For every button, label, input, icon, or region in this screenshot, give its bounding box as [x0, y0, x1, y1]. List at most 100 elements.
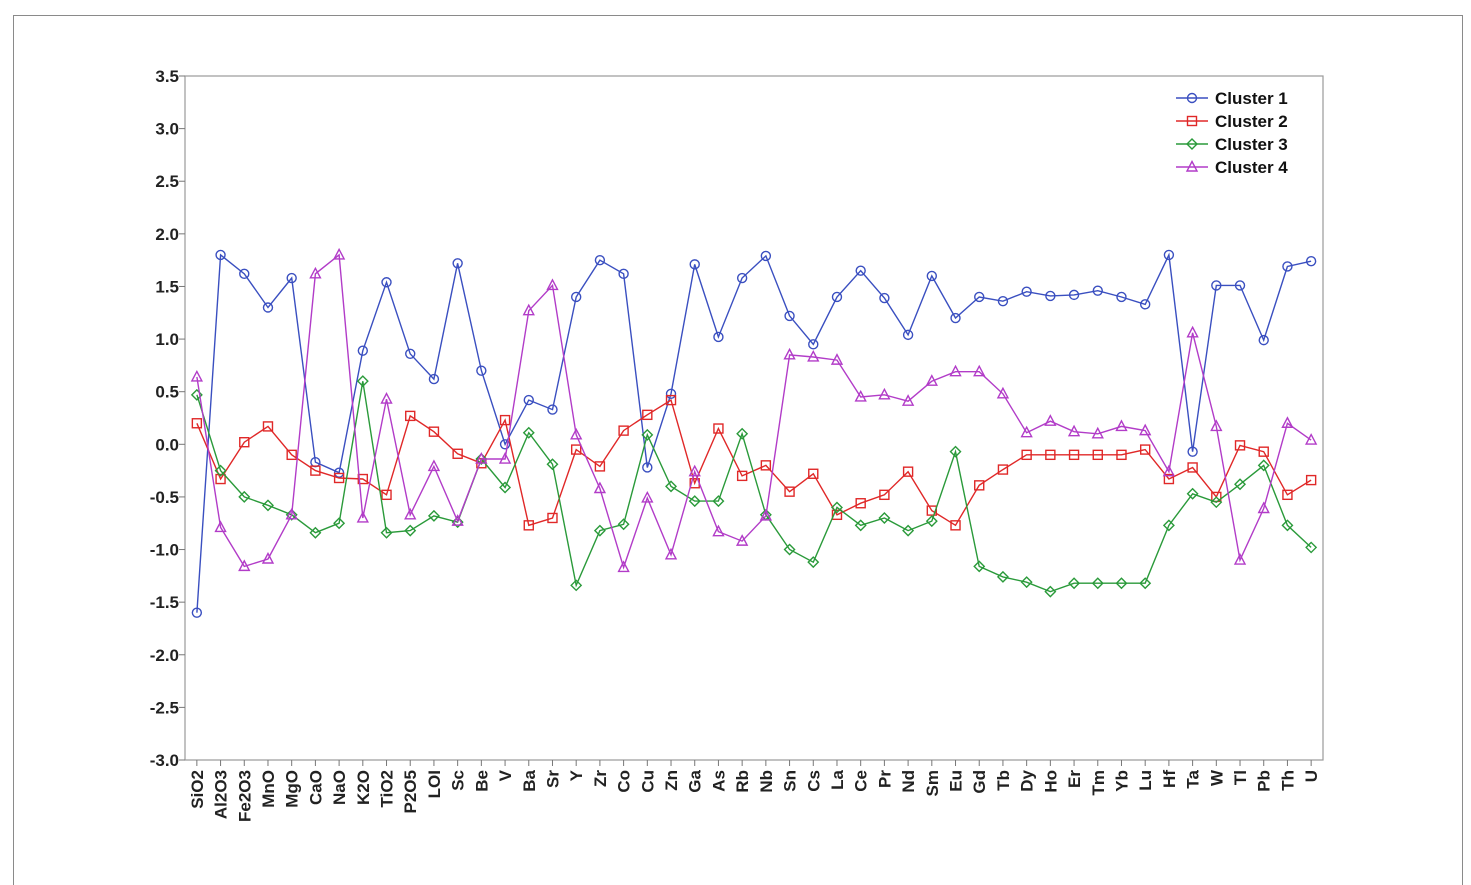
data-point — [736, 272, 748, 284]
data-point — [949, 364, 962, 377]
data-point — [1282, 261, 1293, 272]
legend-item: Cluster 4 — [1176, 158, 1288, 177]
data-point — [214, 464, 227, 477]
data-point — [807, 556, 820, 569]
data-point — [1163, 473, 1175, 485]
x-axis: SiO2 Al2O3 Fe2O3 MnO MgO CaO NaO K2O TiO2 P2O5 LOI… — [188, 760, 1321, 822]
x-tick-label: Tl — [1231, 770, 1250, 785]
data-point — [1067, 424, 1081, 437]
data-point — [405, 410, 416, 422]
data-point — [238, 559, 251, 572]
data-point — [239, 437, 250, 448]
y-tick-label: 2.0 — [155, 225, 179, 244]
x-tick-label: U — [1302, 770, 1321, 782]
data-point — [309, 266, 322, 279]
data-point — [902, 524, 915, 537]
data-point — [642, 409, 653, 421]
data-point — [380, 526, 393, 539]
data-point — [1257, 459, 1270, 472]
x-tick-label: Er — [1065, 770, 1084, 788]
data-point — [642, 462, 653, 473]
data-point — [1233, 553, 1247, 565]
data-point — [593, 481, 607, 494]
data-point — [689, 259, 700, 270]
data-point — [1305, 256, 1317, 267]
data-point — [356, 510, 369, 523]
data-point — [333, 472, 345, 484]
data-point — [1020, 576, 1033, 589]
data-point — [427, 509, 440, 522]
x-tick-label: Ta — [1184, 769, 1203, 788]
data-point — [570, 427, 583, 440]
legend-marker — [1186, 92, 1198, 104]
data-point — [1139, 299, 1151, 310]
legend-label: Cluster 3 — [1215, 135, 1288, 154]
x-tick-label: Nb — [757, 770, 776, 793]
data-point — [404, 507, 417, 520]
data-point — [925, 374, 938, 386]
series-layer — [190, 247, 1318, 618]
data-point — [1116, 449, 1127, 461]
y-tick-label: -2.5 — [150, 698, 179, 717]
data-point — [1044, 414, 1057, 426]
y-tick-label: -1.5 — [150, 593, 179, 612]
data-point — [688, 495, 701, 508]
data-point — [996, 386, 1010, 399]
data-point — [997, 295, 1009, 307]
y-tick-label: -1.0 — [150, 541, 179, 560]
data-point — [594, 254, 606, 266]
data-point — [262, 421, 274, 432]
data-point — [1115, 419, 1128, 432]
data-point — [286, 449, 297, 461]
data-point — [452, 258, 463, 269]
x-tick-label: V — [496, 769, 515, 781]
x-tick-label: MgO — [283, 770, 302, 808]
x-tick-label: Rb — [733, 770, 752, 793]
data-point — [760, 460, 772, 471]
data-point — [215, 473, 226, 485]
data-point — [996, 570, 1009, 583]
x-tick-label: Cu — [638, 770, 657, 793]
data-point — [1021, 286, 1032, 297]
data-point — [1115, 577, 1128, 590]
x-tick-label: Cs — [804, 770, 823, 792]
x-tick-label: Sc — [449, 770, 468, 791]
data-point — [451, 514, 464, 526]
y-tick-label: 3.0 — [155, 120, 179, 139]
data-point — [831, 509, 843, 521]
figure-frame — [13, 15, 1463, 885]
data-point — [1304, 433, 1318, 445]
y-tick-label: -2.0 — [150, 646, 179, 665]
y-tick-label: 1.5 — [155, 277, 179, 296]
data-point — [949, 445, 962, 458]
data-point — [854, 519, 867, 532]
x-tick-label: Sm — [923, 770, 942, 796]
data-point — [617, 560, 630, 573]
legend-marker — [1185, 159, 1199, 172]
data-point — [310, 465, 321, 476]
data-point — [547, 512, 558, 524]
data-point — [808, 339, 819, 350]
data-point — [783, 347, 796, 360]
x-tick-label: NaO — [330, 770, 349, 805]
data-point — [641, 428, 654, 441]
data-point — [546, 458, 559, 471]
plot-area — [184, 75, 1324, 761]
y-tick-label: -3.0 — [150, 751, 179, 770]
data-point — [950, 520, 961, 531]
data-point — [1305, 474, 1317, 486]
data-point — [1116, 291, 1127, 303]
y-tick-label: -0.5 — [150, 488, 179, 507]
x-tick-label: LOI — [425, 770, 444, 798]
x-tick-label: Pr — [875, 770, 894, 788]
x-tick-label: Nd — [899, 770, 918, 793]
data-point — [1091, 426, 1104, 439]
data-point — [665, 394, 677, 406]
data-point — [902, 329, 914, 341]
data-point — [191, 418, 203, 429]
data-point — [1210, 496, 1223, 509]
data-point — [902, 466, 914, 477]
legend-marker — [1186, 115, 1198, 127]
data-point — [664, 547, 678, 560]
data-point — [1139, 423, 1152, 436]
